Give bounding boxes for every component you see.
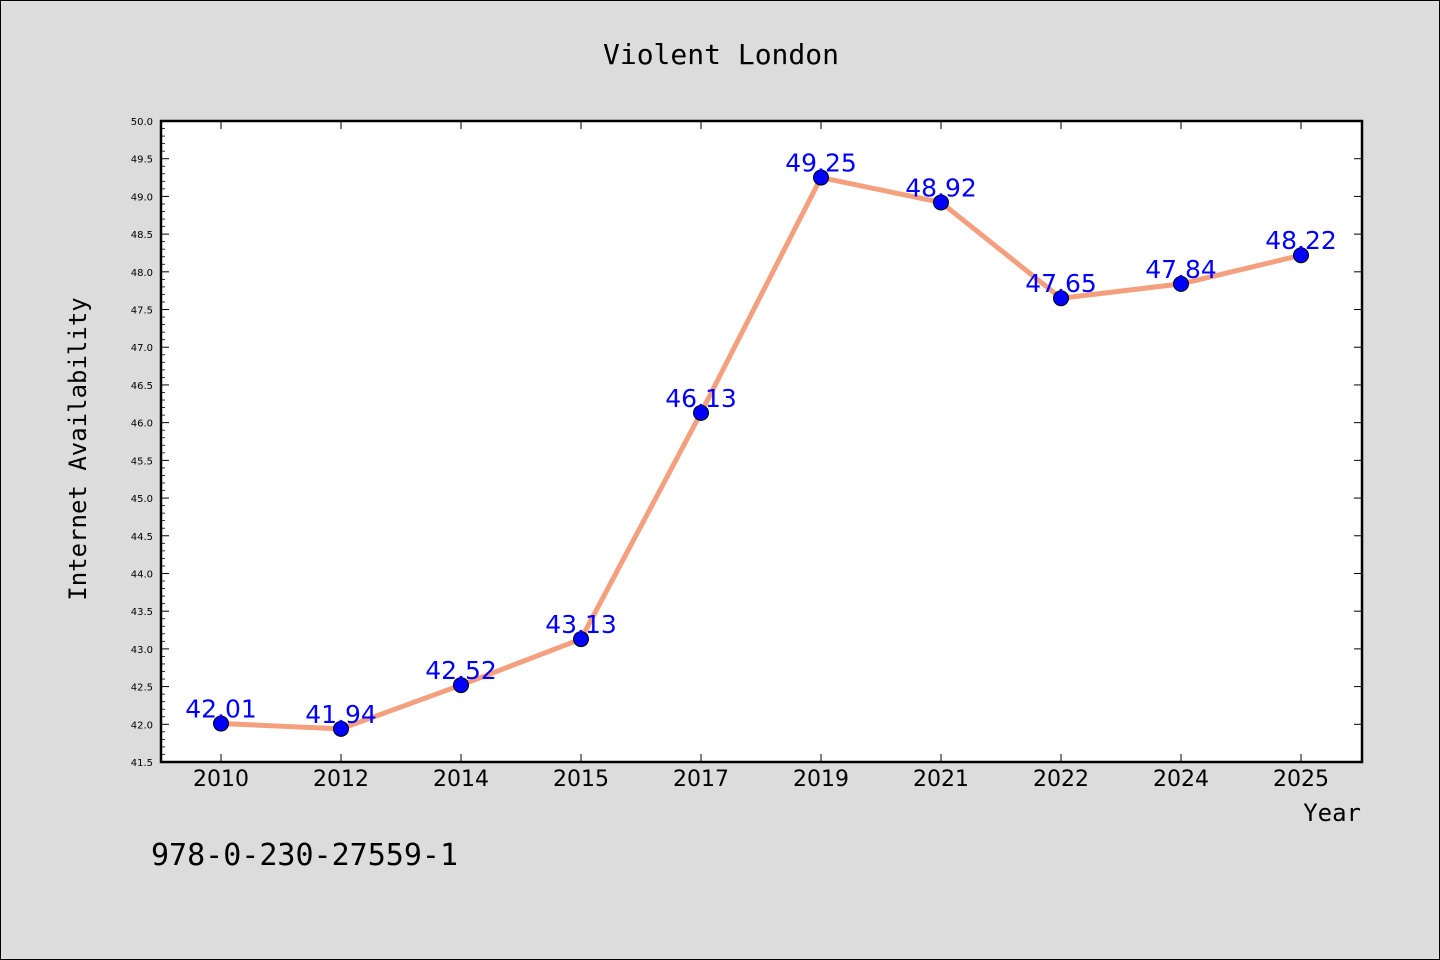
y-tick-label: 46.0 bbox=[131, 419, 153, 430]
data-point bbox=[693, 404, 709, 421]
data-label: 48.22 bbox=[1265, 226, 1337, 255]
x-tick-label: 2024 bbox=[1153, 767, 1209, 792]
data-label: 42.01 bbox=[185, 695, 257, 724]
data-label: 49.25 bbox=[785, 149, 857, 178]
data-point bbox=[1053, 290, 1069, 307]
data-label: 46.13 bbox=[665, 384, 737, 413]
x-tick-label: 2019 bbox=[793, 767, 849, 792]
x-tick-label: 2021 bbox=[913, 767, 969, 792]
data-point bbox=[333, 720, 349, 737]
y-axis: 41.5 42.0 42.5 43.0 43.5 44.0 44.5 45.0 45.5 46.0… bbox=[131, 117, 1362, 769]
y-tick-label: 49.0 bbox=[131, 192, 153, 203]
data-point bbox=[573, 631, 589, 648]
x-tick-label: 2015 bbox=[553, 767, 609, 792]
y-tick-label: 41.5 bbox=[131, 758, 153, 769]
series-line bbox=[218, 175, 1304, 732]
x-tick-label: 2022 bbox=[1033, 767, 1089, 792]
plot-area bbox=[159, 119, 1364, 764]
y-tick-label: 43.5 bbox=[131, 607, 153, 618]
x-tick-label: 2014 bbox=[433, 767, 489, 792]
x-axis: 2010 2012 2014 2015 2017 2019 2021 2022 2024 2025 bbox=[193, 121, 1329, 792]
y-tick-label: 47.0 bbox=[131, 343, 153, 354]
data-point bbox=[453, 677, 469, 694]
data-point bbox=[1173, 275, 1189, 292]
y-tick-label: 45.5 bbox=[131, 456, 153, 467]
x-tick-label: 2012 bbox=[313, 767, 369, 792]
data-labels: 42.01 41.94 42.52 43.13 46.13 49.25 48.92 47.65… bbox=[185, 149, 1337, 729]
y-tick-label: 46.5 bbox=[131, 381, 153, 392]
data-label: 47.65 bbox=[1025, 269, 1097, 298]
x-tick-label: 2025 bbox=[1273, 767, 1329, 792]
data-point bbox=[1293, 247, 1309, 264]
data-point bbox=[213, 715, 229, 732]
y-tick-label: 44.0 bbox=[131, 569, 153, 580]
data-point bbox=[813, 169, 829, 186]
data-label: 41.94 bbox=[305, 700, 377, 729]
y-tick-label: 48.5 bbox=[131, 230, 153, 241]
y-tick-label: 43.0 bbox=[131, 645, 153, 656]
y-tick-label: 44.5 bbox=[131, 532, 153, 543]
x-tick-label: 2010 bbox=[193, 767, 249, 792]
data-label: 42.52 bbox=[425, 656, 497, 685]
y-tick-label: 42.5 bbox=[131, 683, 153, 694]
x-tick-label: 2017 bbox=[673, 767, 729, 792]
y-tick-label: 42.0 bbox=[131, 720, 153, 731]
series-markers bbox=[213, 169, 1309, 737]
chart-title: Violent London bbox=[603, 38, 839, 71]
y-tick-label: 49.5 bbox=[131, 155, 153, 166]
data-point bbox=[933, 194, 949, 211]
x-axis-label: Year bbox=[1303, 799, 1361, 827]
y-tick-label: 45.0 bbox=[131, 494, 153, 505]
y-tick-label: 48.0 bbox=[131, 268, 153, 279]
y-tick-label: 47.5 bbox=[131, 306, 153, 317]
data-label: 47.84 bbox=[1145, 255, 1217, 284]
y-axis-label: Internet Availability bbox=[64, 297, 92, 600]
data-label: 43.13 bbox=[545, 610, 617, 639]
data-label: 48.92 bbox=[905, 173, 977, 202]
y-tick-label: 50.0 bbox=[131, 117, 153, 128]
footer-code: 978-0-230-27559-1 bbox=[151, 838, 458, 873]
